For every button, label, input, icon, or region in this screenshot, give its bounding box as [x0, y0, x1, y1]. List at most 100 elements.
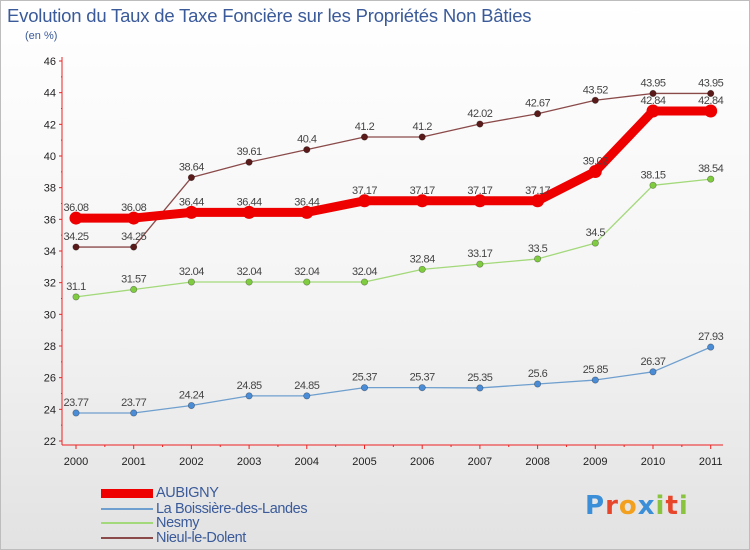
- data-point: [187, 278, 195, 286]
- data-point: [476, 260, 484, 268]
- legend-label: AUBIGNY: [156, 485, 219, 501]
- data-label: 36.08: [63, 202, 88, 214]
- x-tick-label: 2011: [699, 456, 723, 468]
- x-tick-label: 2002: [179, 456, 203, 468]
- data-label: 37.17: [410, 185, 435, 197]
- data-point: [534, 255, 542, 263]
- series-line-aubigny: [71, 106, 716, 223]
- data-label: 42.67: [525, 98, 550, 110]
- data-label: 33.5: [528, 243, 548, 255]
- y-tick-label: 30: [44, 309, 56, 321]
- data-point: [707, 343, 715, 351]
- y-tick-label: 34: [44, 246, 56, 258]
- data-point: [649, 181, 657, 189]
- series-line-nieul-le-dolent: [75, 92, 712, 248]
- logo-letter: x: [637, 491, 656, 521]
- data-label: 41.2: [355, 121, 375, 133]
- data-label: 37.17: [352, 185, 377, 197]
- y-tick-label: 22: [44, 436, 56, 448]
- x-tick-label: 2004: [295, 456, 319, 468]
- x-tick-label: 2010: [641, 456, 665, 468]
- data-point: [245, 278, 253, 286]
- data-point: [303, 146, 311, 154]
- data-label: 42.84: [698, 95, 723, 107]
- data-label: 31.1: [66, 281, 86, 293]
- data-point: [303, 392, 311, 400]
- data-label: 25.37: [352, 372, 377, 384]
- data-point: [187, 173, 195, 182]
- y-tick-label: 44: [44, 88, 56, 100]
- data-point: [415, 194, 429, 208]
- data-point: [245, 158, 253, 166]
- legend-swatch: [101, 508, 153, 510]
- data-label: 25.85: [583, 364, 608, 376]
- x-tick-label: 2008: [525, 456, 549, 468]
- legend-label: Nieul-le-Dolent: [156, 530, 246, 546]
- data-label: 25.37: [410, 372, 435, 384]
- data-label: 37.17: [467, 185, 492, 197]
- x-tick-label: 2006: [410, 456, 434, 468]
- data-label: 25.6: [528, 368, 548, 380]
- data-point: [130, 409, 138, 417]
- data-point: [187, 401, 195, 410]
- data-point: [303, 278, 311, 286]
- data-label: 43.95: [640, 77, 665, 89]
- data-label: 26.37: [640, 356, 665, 368]
- data-point: [245, 392, 253, 400]
- data-point: [531, 194, 545, 208]
- data-point: [476, 120, 484, 128]
- legend-item-nieul-le-dolent: Nieul-le-Dolent: [101, 530, 246, 546]
- data-label: 24.24: [179, 390, 204, 402]
- data-point: [473, 194, 487, 208]
- legend-swatch: [101, 522, 153, 524]
- x-tick-label: 2009: [583, 456, 607, 468]
- y-axis-unit-label: (en %): [25, 30, 58, 42]
- data-point: [184, 205, 198, 219]
- legend-item-nesmy: Nesmy: [101, 515, 200, 531]
- data-point: [300, 205, 314, 219]
- data-label: 39.61: [237, 146, 262, 158]
- legend-swatch: [101, 537, 153, 539]
- data-point: [646, 104, 660, 118]
- data-point: [418, 133, 426, 141]
- data-label: 43.95: [698, 77, 723, 89]
- data-label: 32.04: [352, 266, 377, 278]
- data-label: 36.08: [121, 202, 146, 214]
- legend-label: Nesmy: [156, 515, 200, 531]
- data-label: 42.84: [640, 95, 665, 107]
- y-tick-label: 32: [44, 278, 56, 290]
- data-point: [707, 175, 715, 183]
- data-label: 34.25: [63, 231, 88, 243]
- data-point: [476, 384, 484, 392]
- data-label: 32.04: [294, 266, 319, 278]
- data-label: 24.85: [294, 380, 319, 392]
- data-label: 40.4: [297, 134, 317, 146]
- data-point: [69, 211, 83, 225]
- data-label: 23.77: [63, 397, 88, 409]
- data-point: [418, 384, 426, 392]
- legend-item-aubigny: AUBIGNY: [101, 485, 219, 501]
- y-tick-label: 36: [44, 214, 56, 226]
- data-label: 38.15: [640, 169, 665, 181]
- data-label: 38.54: [698, 163, 723, 175]
- series-line-nesmy: [75, 178, 712, 298]
- x-tick-label: 2001: [121, 456, 145, 468]
- data-label: 32.04: [237, 266, 262, 278]
- y-tick-label: 38: [44, 183, 56, 195]
- x-tick-label: 2003: [237, 456, 261, 468]
- data-label: 31.57: [121, 273, 146, 285]
- x-tick-label: 2007: [468, 456, 492, 468]
- data-label: 23.77: [121, 397, 146, 409]
- data-point: [127, 211, 141, 225]
- data-label: 42.02: [467, 108, 492, 120]
- data-label: 43.52: [583, 84, 608, 96]
- data-point: [358, 194, 371, 208]
- data-point: [649, 368, 657, 376]
- logo-letter: i: [655, 491, 666, 521]
- y-tick-label: 28: [44, 341, 56, 353]
- data-point: [72, 293, 80, 301]
- data-point: [242, 205, 256, 219]
- data-point: [360, 133, 369, 141]
